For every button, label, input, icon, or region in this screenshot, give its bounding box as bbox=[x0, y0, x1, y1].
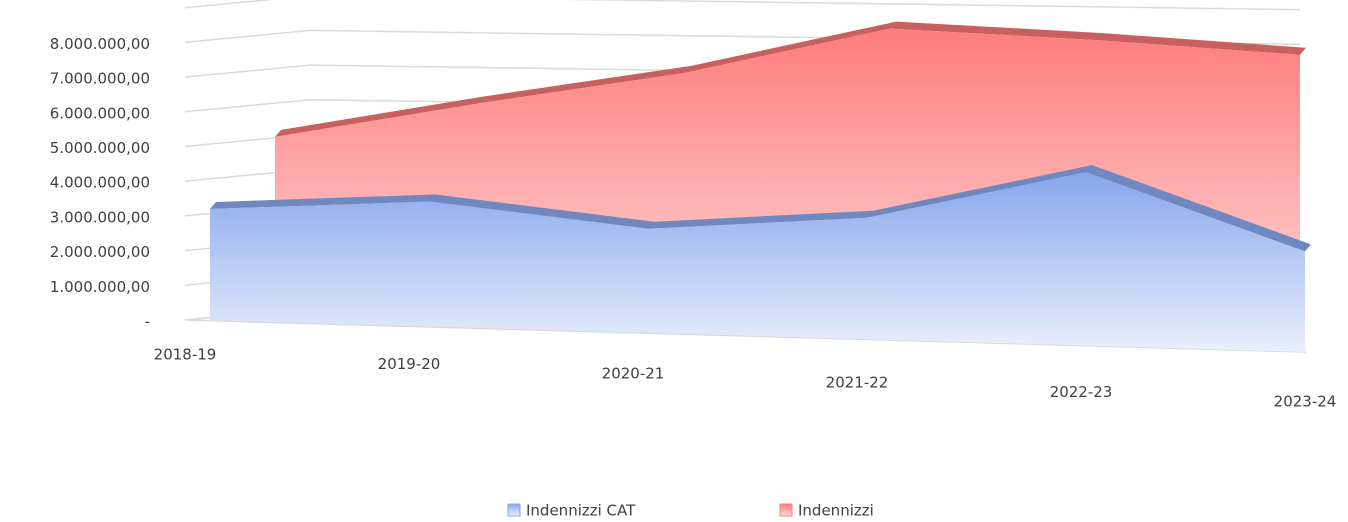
legend-label: Indennizzi CAT bbox=[526, 502, 636, 520]
y-tick-label: 7.000.000,00 bbox=[50, 70, 150, 88]
x-tick-label: 2022-23 bbox=[1050, 383, 1113, 401]
legend-label: Indennizzi bbox=[798, 502, 874, 520]
y-tick-label: 5.000.000,00 bbox=[50, 139, 150, 157]
area bbox=[210, 172, 1305, 352]
x-tick-label: 2018-19 bbox=[154, 346, 217, 364]
x-tick-label: 2020-21 bbox=[602, 364, 665, 382]
legend-swatch bbox=[779, 503, 793, 517]
y-tick-label: 4.000.000,00 bbox=[50, 174, 150, 192]
legend-swatch bbox=[507, 503, 521, 517]
x-tick-label: 2021-22 bbox=[826, 374, 889, 392]
area-top-edge bbox=[275, 21, 1306, 137]
x-tick-label: 2019-20 bbox=[378, 355, 441, 373]
y-tick-label: 6.000.000,00 bbox=[50, 104, 150, 122]
y-tick-label: 2.000.000,00 bbox=[50, 243, 150, 261]
y-tick-label: 3.000.000,00 bbox=[50, 208, 150, 226]
y-tick-label: - bbox=[145, 313, 150, 331]
x-tick-label: 2023-24 bbox=[1274, 393, 1337, 411]
axis-frame bbox=[184, 0, 1301, 11]
y-tick-label: 8.000.000,00 bbox=[50, 35, 150, 53]
y-tick-label: 1.000.000,00 bbox=[50, 278, 150, 296]
